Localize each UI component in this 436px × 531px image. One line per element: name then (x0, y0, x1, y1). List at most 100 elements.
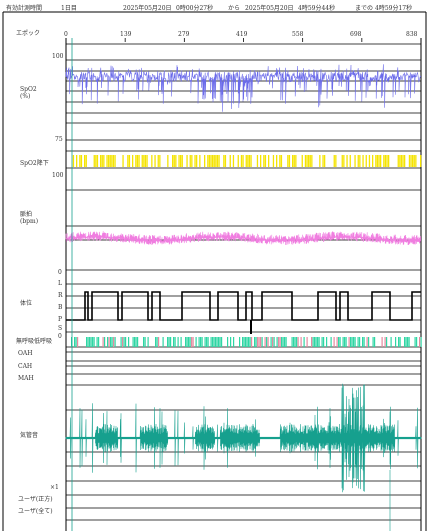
apnea-mark (336, 337, 338, 347)
apnea-mark (311, 337, 313, 347)
spo2-drop-mark (354, 155, 356, 167)
spo2-drop-mark (245, 155, 247, 167)
spo2-drop-mark (79, 155, 81, 167)
apnea-mark (242, 337, 244, 347)
apnea-mark (245, 337, 247, 347)
spo2-drop-mark (343, 155, 345, 167)
apnea-mark (267, 337, 269, 347)
spo2-drop-mark (127, 155, 129, 167)
apnea-mark (354, 337, 356, 347)
posture-level: P (58, 316, 63, 323)
spo2-drop-mark (368, 155, 371, 167)
apnea-mark (297, 337, 299, 347)
spo2-drop-mark (319, 155, 321, 167)
spo2-drop-mark (335, 155, 337, 167)
spo2-drop-mark (194, 155, 196, 167)
apnea-mark (270, 337, 272, 347)
spo2-drop-mark (260, 155, 262, 167)
apnea-mark (89, 337, 91, 347)
spo2-drop-mark (346, 155, 348, 167)
apnea-mark (128, 337, 130, 347)
apnea-mark (158, 337, 160, 347)
spo2-drop-mark (292, 155, 294, 167)
spo2-drop-mark (264, 155, 267, 167)
apnea-mark (180, 337, 182, 347)
spo2-drop-mark (112, 155, 115, 167)
apnea-mark (260, 337, 262, 347)
spo2-drop-mark (386, 155, 388, 167)
apnea-mark (321, 337, 323, 347)
start-date: 2025年05月20日 (123, 5, 172, 12)
apnea-mark (137, 337, 139, 347)
spo2-drop-mark (111, 155, 113, 167)
spo2-drop-mark (288, 155, 291, 167)
start-time: 0時00分27秒 (176, 5, 214, 12)
apnea-mark (110, 337, 112, 347)
apnea-mark (348, 337, 350, 347)
apnea-mark (135, 337, 137, 347)
spo2-drop-mark (359, 155, 361, 167)
spo2-drop-mark (141, 155, 143, 167)
apnea-mark (108, 337, 110, 347)
apnea-mark (306, 337, 308, 347)
apnea-mark (162, 337, 164, 347)
apnea-mark (134, 337, 136, 347)
spo2-drop-mark (237, 155, 239, 167)
spo2-drop-mark (301, 155, 303, 167)
apnea-mark (294, 337, 296, 347)
spo2-drop-mark (341, 155, 343, 167)
spo2-drop-mark (103, 155, 105, 167)
pulse-max: 100 (52, 172, 64, 179)
spo2-drop-mark (311, 155, 313, 167)
snore-label: 気管音 (20, 432, 39, 439)
apnea-mark (219, 337, 221, 347)
apnea-mark (291, 337, 293, 347)
spo2-max: 100 (52, 53, 64, 60)
apnea-mark (93, 337, 95, 347)
apnea-mark (342, 337, 344, 347)
valid-time-value: 1日目 (61, 5, 77, 12)
apnea-mark (296, 337, 298, 347)
spo2-drop-mark (263, 155, 265, 167)
apnea-mark (323, 337, 325, 347)
apnea-mark (419, 337, 421, 347)
apnea-row-cah: CAH (18, 363, 33, 370)
apnea-mark (374, 337, 376, 347)
apnea-row-oah: OAH (18, 350, 33, 357)
apnea-mark (188, 337, 190, 347)
spo2-drop-mark (135, 155, 137, 167)
posture-level: 0 (58, 269, 62, 276)
apnea-mark (218, 337, 220, 347)
spo2-drop-mark (349, 155, 351, 167)
spo2-drop-mark (204, 155, 206, 167)
apnea-mark (368, 337, 370, 347)
apnea-mark (350, 337, 352, 347)
apnea-mark (77, 337, 79, 347)
apnea-mark (173, 337, 175, 347)
spo2-drop-mark (397, 155, 399, 167)
spo2-drop-mark (280, 155, 283, 167)
posture-level: B (58, 304, 63, 311)
spo2-drop-mark (324, 155, 326, 167)
spo2-drop-mark (100, 155, 102, 167)
apnea-mark (279, 337, 281, 347)
spo2-drop-mark (279, 155, 281, 167)
apnea-mark (276, 337, 278, 347)
spo2-drop-mark (388, 155, 390, 167)
apnea-mark (390, 337, 392, 347)
spo2-drop-mark (138, 155, 140, 167)
spo2-drop-mark (402, 155, 404, 167)
apnea-mark (123, 337, 125, 347)
spo2-drop-mark (304, 155, 307, 167)
spo2-drop-mark (413, 155, 415, 167)
end-time: 4時59分44秒 (298, 5, 336, 12)
spo2-drop-mark (199, 155, 201, 167)
apnea-mark (215, 337, 217, 347)
spo2-drop-mark (232, 155, 235, 167)
apnea-mark (185, 337, 187, 347)
spo2-drop-mark (376, 155, 379, 167)
epoch-tick: 698 (350, 31, 362, 38)
apnea-mark (251, 337, 253, 347)
spo2-drop-mark (295, 155, 297, 167)
apnea-mark (300, 337, 302, 347)
